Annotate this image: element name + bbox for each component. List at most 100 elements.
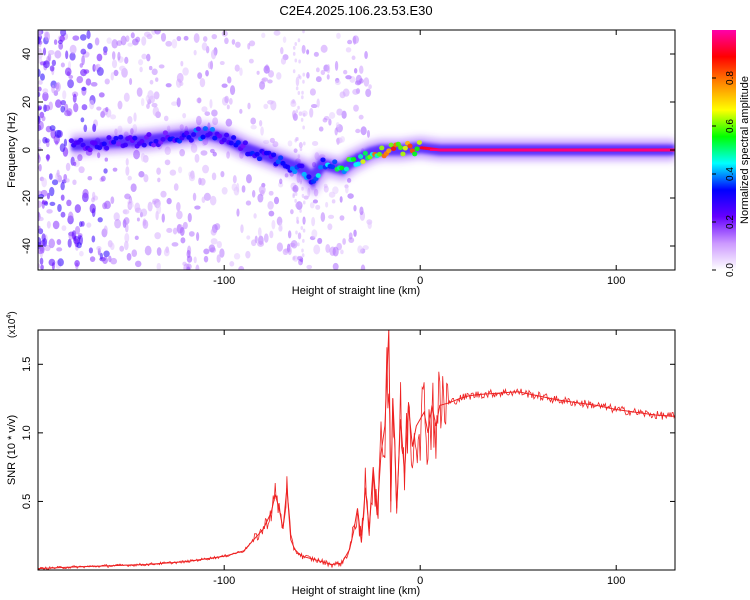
snr-x-ticks: -100 0 100: [213, 330, 625, 587]
spectrogram-speckle: [160, 32, 167, 42]
spectrogram-ridge-cell: [96, 145, 103, 151]
spectrogram-speckle: [334, 127, 338, 136]
spectrogram-speckle: [225, 118, 233, 127]
spectrogram-speckle: [211, 34, 218, 40]
spectrogram-speckle: [221, 30, 228, 37]
spectrogram-speckle: [297, 255, 301, 260]
spectrogram-speckle: [294, 191, 298, 196]
spectrogram-speckle: [335, 122, 340, 128]
spectrogram-speckle: [187, 212, 192, 223]
spectrogram-speckle: [301, 44, 306, 54]
spectrogram-speckle: [326, 74, 330, 80]
spectrogram-speckle: [176, 210, 183, 220]
spectrogram-speckle: [142, 218, 147, 226]
spectrogram-speckle: [80, 221, 85, 227]
spectrogram-speckle: [94, 37, 100, 46]
spectrogram-speckle: [38, 91, 41, 98]
spectrogram-speckle: [296, 216, 299, 221]
spectrogram-speckle: [102, 256, 109, 265]
spectrogram-speckle: [199, 178, 206, 186]
spectrogram-speckle: [292, 45, 296, 50]
spectrogram-speckle: [211, 172, 217, 181]
spectrogram-speckle: [134, 260, 142, 268]
snr-y-label: SNR (10 * v/v): [6, 415, 18, 485]
spectrogram-speckle: [245, 200, 252, 206]
spectrogram-speckle: [124, 56, 129, 64]
spectrogram-ridge-cell: [191, 132, 197, 137]
spectrogram-speckle: [353, 104, 359, 112]
spectrogram-speckle: [239, 67, 243, 77]
spectrogram-ridge-cell: [315, 173, 321, 178]
spectrogram-ridge-cell: [386, 148, 392, 154]
spectrogram-speckle: [97, 217, 103, 223]
spectrogram-speckle: [309, 88, 316, 96]
spectrogram-speckle: [91, 197, 95, 203]
spectrogram-ridge-cell: [318, 164, 324, 170]
spectrogram-speckle: [54, 129, 62, 138]
spectrogram-speckle: [292, 110, 297, 119]
spectrogram-ridge-cell: [358, 154, 364, 159]
spectrogram-y-ticks: -40 -20 0 20 40: [21, 48, 675, 254]
spectrogram-speckle: [38, 115, 41, 125]
spectrogram-speckle: [183, 35, 189, 41]
spectrogram-speckle: [309, 107, 314, 118]
x-tick-label: 0: [417, 575, 423, 587]
spectrogram-speckle: [257, 240, 265, 247]
spectrogram-speckle: [66, 199, 72, 207]
colorbar-tick-label: 0.2: [725, 215, 736, 229]
spectrogram-speckle: [69, 52, 76, 61]
spectrogram-speckle: [341, 110, 347, 119]
spectrogram-speckle: [233, 253, 241, 260]
spectrogram-speckle: [64, 110, 72, 117]
spectrogram-speckle: [38, 68, 41, 78]
spectrogram-speckle: [294, 58, 298, 63]
spectrogram-speckle: [38, 163, 42, 172]
spectrogram-speckle: [81, 55, 85, 66]
spectrogram-speckle: [117, 100, 123, 110]
spectrogram-speckle: [40, 264, 44, 270]
spectrogram-speckle: [332, 246, 339, 257]
spectrogram-speckle: [80, 117, 85, 123]
spectrogram-speckle: [194, 205, 201, 210]
spectrogram-ridge-cell: [162, 130, 168, 136]
spectrogram-ridge-cell: [200, 134, 206, 140]
spectrogram-speckle: [103, 51, 108, 56]
spectrogram-speckle: [360, 264, 366, 270]
snr-panel: -100 0 100 0.5 1.0 1.5 Height of straight li…: [6, 311, 676, 597]
spectrogram-speckle: [334, 60, 339, 71]
spectrogram-speckle: [110, 114, 117, 120]
spectrogram-speckle: [147, 201, 153, 212]
spectrogram-speckle: [38, 200, 43, 208]
spectrogram-speckle: [140, 208, 148, 217]
spectrogram-speckle: [151, 68, 158, 76]
spectrogram-speckle: [38, 244, 44, 255]
spectrogram-speckle: [182, 67, 189, 76]
spectrogram-speckle: [327, 223, 333, 231]
spectrogram-speckle: [42, 238, 48, 247]
y-tick-label: 20: [21, 96, 33, 108]
spectrogram-speckle: [342, 238, 346, 245]
spectrogram-speckle: [83, 69, 90, 74]
spectrogram-speckle: [336, 108, 343, 116]
spectrogram-ridge-cell: [106, 135, 112, 140]
spectrogram-speckle: [42, 88, 49, 94]
spectrogram-speckle: [245, 250, 251, 259]
spectrogram-ridge-cell: [256, 156, 263, 162]
spectrogram-speckle: [64, 67, 72, 76]
spectrogram-speckle: [60, 105, 66, 113]
colorbar: 0.0 0.2 0.4 0.6 0.8 Normalized spectral ampl…: [712, 30, 750, 277]
spectrogram-speckle: [98, 92, 105, 98]
spectrogram-speckle: [339, 196, 343, 203]
spectrogram-ridge-cell: [146, 132, 152, 137]
y-tick-label: -40: [21, 238, 33, 254]
spectrogram-speckle: [301, 253, 305, 258]
spectrogram-speckle: [111, 51, 116, 60]
spectrogram-speckle: [290, 239, 298, 249]
spectrogram-speckle: [41, 200, 48, 205]
spectrogram-speckle: [41, 177, 48, 188]
spectrogram-speckle: [295, 230, 298, 235]
spectrogram-speckle: [176, 223, 182, 234]
snr-noise-trace: [38, 347, 675, 570]
spectrogram-speckle: [267, 79, 273, 84]
spectrogram-x-ticks: -100 0 100: [213, 30, 625, 287]
